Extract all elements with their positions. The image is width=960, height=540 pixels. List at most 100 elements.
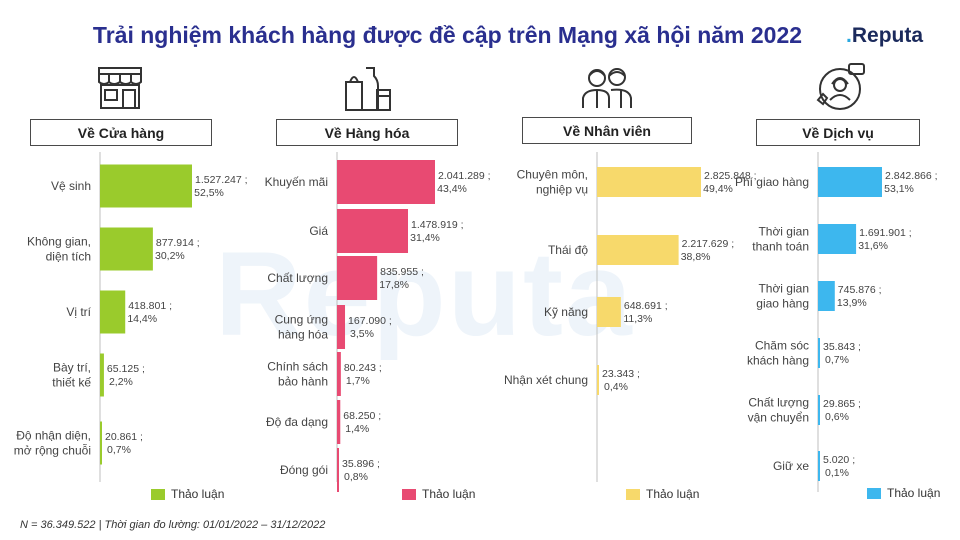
chart-title: Trải nghiệm khách hàng được đề cập trên …	[92, 22, 803, 48]
category-label: Chất lượng	[267, 271, 328, 285]
category-label: Khuyến mãi	[265, 175, 328, 189]
value-label: 80.243 ;	[344, 362, 382, 374]
bar	[818, 338, 820, 368]
bar	[597, 235, 679, 265]
category-label: Cung ứng	[275, 313, 328, 327]
value-label: 29.865 ;	[823, 398, 861, 410]
bar	[818, 281, 835, 311]
percent-label: 49,4%	[703, 183, 733, 195]
watermark: Reputa	[215, 227, 634, 361]
value-label: 35.843 ;	[823, 341, 861, 353]
bar	[100, 164, 192, 208]
percent-label: 0,7%	[825, 354, 849, 366]
category-label: Không gian,	[27, 235, 91, 249]
category-label: Vệ sinh	[51, 179, 91, 193]
value-label: 1.527.247 ;	[195, 174, 248, 186]
bar	[100, 227, 153, 271]
value-label: 2.825.848 ;	[704, 170, 757, 182]
bar	[100, 421, 102, 465]
category-label: Chính sách	[267, 360, 328, 374]
bar	[337, 305, 346, 349]
category-label: khách hàng	[747, 354, 809, 368]
category-label: Chăm sóc	[755, 339, 809, 353]
header-staff: Về Nhân viên	[522, 117, 692, 144]
value-label: 2.217.629 ;	[682, 238, 735, 250]
category-label: Độ nhận diện,	[16, 429, 91, 443]
bar	[597, 365, 599, 395]
bar	[337, 400, 341, 444]
shopping-goods-icon	[345, 67, 391, 111]
legend-goods: Thảo luận	[402, 487, 475, 501]
category-label: Phí giao hàng	[735, 175, 809, 189]
category-label: Bày trí,	[53, 361, 91, 375]
percent-label: 31,6%	[858, 240, 888, 252]
percent-label: 0,4%	[604, 381, 628, 393]
category-label: mở rộng chuỗi	[14, 443, 91, 458]
percent-label: 0,8%	[344, 471, 368, 483]
value-label: 20.861 ;	[105, 431, 143, 443]
category-label: bảo hành	[278, 375, 328, 389]
bar	[337, 256, 378, 300]
header-store: Về Cửa hàng	[30, 119, 212, 146]
percent-label: 43,4%	[437, 183, 467, 195]
bar	[337, 448, 339, 492]
value-label: 65.125 ;	[107, 363, 145, 375]
value-label: 648.691 ;	[624, 300, 668, 312]
value-label: 835.955 ;	[380, 266, 424, 278]
bar	[597, 167, 701, 197]
category-label: Nhận xét chung	[504, 373, 588, 387]
category-label: Thái độ	[548, 243, 588, 257]
legend-swatch	[151, 488, 165, 500]
bar	[337, 352, 341, 396]
bar	[818, 451, 820, 481]
value-label: 23.343 ;	[602, 368, 640, 380]
percent-label: 3,5%	[350, 328, 374, 340]
bar	[597, 297, 621, 327]
bar	[100, 353, 104, 397]
value-label: 167.090 ;	[348, 315, 392, 327]
value-label: 2.041.289 ;	[438, 170, 491, 182]
category-label: Độ đa dạng	[266, 415, 328, 429]
value-label: 1.691.901 ;	[859, 227, 912, 239]
percent-label: 2,2%	[109, 376, 133, 388]
header-goods: Về Hàng hóa	[276, 119, 458, 146]
bar	[337, 209, 409, 253]
customer-support-icon	[816, 63, 865, 110]
category-label: vận chuyển	[748, 411, 809, 425]
category-label: Giữ xe	[773, 459, 809, 473]
legend-swatch	[626, 488, 640, 500]
category-label: Thời gian	[758, 225, 809, 239]
percent-label: 1,4%	[345, 423, 369, 435]
percent-label: 1,7%	[346, 375, 370, 387]
percent-label: 17,8%	[379, 279, 409, 291]
percent-label: 0,6%	[825, 411, 849, 423]
staff-icon	[582, 68, 632, 108]
category-label: nghiệp vụ	[536, 183, 588, 197]
brand-logo: .Reputa	[846, 24, 924, 47]
bar	[818, 167, 882, 197]
percent-label: 53,1%	[884, 183, 914, 195]
percent-label: 0,1%	[825, 467, 849, 479]
value-label: 418.801 ;	[128, 300, 172, 312]
value-label: 877.914 ;	[156, 237, 200, 249]
category-label: diện tích	[46, 250, 91, 264]
category-label: thanh toán	[752, 240, 809, 254]
category-label: hàng hóa	[278, 328, 328, 342]
legend-swatch	[867, 487, 881, 499]
footnote: N = 36.349.522 | Thời gian đo lường: 01/…	[20, 519, 326, 531]
percent-label: 11,3%	[623, 313, 652, 325]
category-label: Thời gian	[758, 282, 809, 296]
percent-label: 30,2%	[155, 250, 185, 262]
percent-label: 13,9%	[837, 297, 867, 309]
legend-staff: Thảo luận	[626, 487, 699, 501]
percent-label: 38,8%	[681, 251, 711, 263]
bar	[818, 224, 857, 254]
legend-store: Thảo luận	[151, 487, 224, 501]
category-label: Chất lượng	[748, 396, 809, 410]
value-label: 1.478.919 ;	[411, 219, 464, 231]
category-label: giao hàng	[756, 297, 809, 311]
category-label: Vị trí	[66, 305, 91, 319]
header-service: Về Dịch vụ	[756, 119, 920, 146]
value-label: 68.250 ;	[343, 410, 381, 422]
